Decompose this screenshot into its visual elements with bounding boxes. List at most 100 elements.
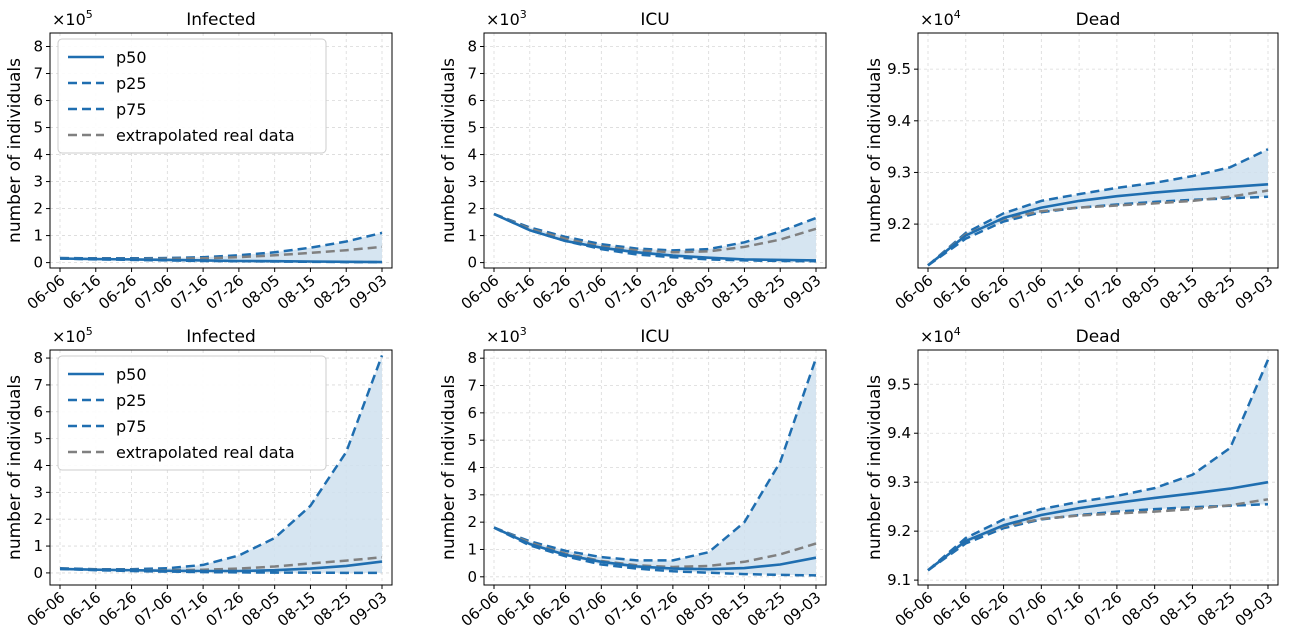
y-tick-label: 8: [33, 38, 43, 56]
subplot-title: Infected: [186, 327, 256, 347]
y-tick-label: 0: [33, 254, 43, 272]
axes-frame: [49, 349, 393, 586]
x-tick-label: 07-26: [1080, 588, 1125, 630]
series-line-p75: [493, 357, 818, 562]
x-tick-label: 08-15: [1156, 588, 1201, 630]
y-tick-label: 9.2: [887, 215, 911, 233]
x-tick-label: 07-16: [1043, 588, 1088, 630]
legend-box: [57, 355, 327, 471]
legend-label: extrapolated real data: [116, 126, 295, 145]
y-tick-label: 5: [467, 119, 477, 137]
axis-offset-label: ×103: [486, 325, 527, 346]
y-tick-label: 8: [467, 38, 477, 56]
y-tick-label: 4: [33, 146, 43, 164]
x-tick-label: 07-26: [1080, 271, 1125, 313]
x-tick-label: 06-26: [529, 588, 574, 630]
x-tick-label: 07-16: [601, 588, 646, 630]
y-tick-label: 1: [467, 227, 477, 245]
y-tick-label: 5: [33, 430, 43, 448]
series-line-p75: [927, 148, 1269, 267]
y-axis-label: number of individuals: [865, 375, 885, 560]
p25-p75-band: [494, 358, 816, 576]
x-tick-label: 06-26: [529, 271, 574, 313]
y-tick-label: 9.3: [887, 473, 911, 491]
legend-box: [57, 38, 327, 154]
x-tick-label: 08-15: [274, 271, 319, 313]
y-tick-label: 2: [33, 510, 43, 528]
series-line-p75: [59, 231, 383, 260]
series-line-p75: [59, 354, 384, 571]
legend-label: p50: [116, 48, 147, 67]
x-tick-label: 08-15: [708, 271, 753, 313]
x-tick-label: 06-06: [892, 588, 937, 630]
axis-offset-label: ×104: [920, 325, 961, 346]
y-axis-label: number of individuals: [5, 375, 25, 560]
legend-label: p75: [116, 100, 147, 119]
y-tick-label: 5: [467, 431, 477, 449]
x-tick-label: 07-16: [1043, 271, 1088, 313]
y-axis-label: number of individuals: [439, 58, 459, 243]
x-tick-label: 07-06: [131, 271, 176, 313]
y-tick-label: 7: [467, 65, 477, 83]
x-tick-label: 06-16: [929, 271, 974, 313]
y-tick-label: 3: [467, 173, 477, 191]
axes-frame: [49, 32, 393, 269]
y-tick-label: 4: [33, 456, 43, 474]
x-tick-label: 08-25: [744, 588, 789, 630]
x-tick-label: 07-16: [167, 271, 212, 313]
x-tick-label: 08-25: [310, 271, 355, 313]
subplot-title: ICU: [640, 327, 669, 347]
y-tick-label: 9.2: [887, 522, 911, 540]
subplot-title: Infected: [186, 10, 256, 30]
subplot-icu-r0: 01234567806-0606-1606-2607-0607-1607-260…: [439, 8, 827, 313]
subplot-title: Dead: [1076, 10, 1121, 30]
x-tick-label: 06-26: [967, 271, 1012, 313]
axis-offset-label: ×105: [52, 325, 93, 346]
axis-offset-exponent: 4: [954, 8, 961, 21]
y-tick-label: 9.5: [887, 375, 911, 393]
y-tick-label: 7: [33, 376, 43, 394]
series-line-p50: [927, 480, 1269, 572]
legend: p50 p25 p75 extrapolated real data: [57, 38, 327, 154]
x-tick-label: 08-05: [672, 271, 717, 313]
y-tick-label: 9.3: [887, 163, 911, 181]
legend-label: p25: [116, 391, 147, 410]
subplot-title: ICU: [640, 10, 669, 30]
subplot-dead-r0: 9.2 9.3 9.4 9.5 06-0606-1606-2607-0607-1607-…: [865, 8, 1279, 313]
series-line-p50: [59, 560, 383, 573]
axes-frame: [917, 349, 1279, 586]
y-tick-label: 0: [467, 254, 477, 272]
x-tick-label: 06-26: [95, 271, 140, 313]
y-axis-label: number of individuals: [439, 375, 459, 560]
axis-offset-exponent: 5: [86, 325, 93, 338]
x-tick-label: 08-25: [1194, 271, 1239, 313]
series-line-extrapolated-real-data: [927, 189, 1269, 267]
subplot-title: Dead: [1076, 327, 1121, 347]
y-tick-label: 4: [467, 146, 477, 164]
x-tick-label: 08-25: [310, 588, 355, 630]
x-tick-label: 08-25: [744, 271, 789, 313]
x-tick-label: 07-06: [1005, 588, 1050, 630]
y-tick-label: 2: [467, 513, 477, 531]
x-tick-label: 08-15: [274, 588, 319, 630]
p25-p75-band: [494, 214, 816, 262]
x-tick-label: 06-16: [59, 271, 104, 313]
x-tick-label: 09-03: [346, 271, 391, 313]
y-tick-label: 1: [33, 227, 43, 245]
y-tick-label: 7: [467, 377, 477, 395]
x-tick-label: 09-03: [780, 271, 825, 313]
x-tick-label: 07-06: [131, 588, 176, 630]
y-axis-label: number of individuals: [5, 58, 25, 243]
x-tick-label: 07-26: [636, 271, 681, 313]
x-tick-label: 08-05: [672, 588, 717, 630]
x-tick-label: 07-26: [202, 271, 247, 313]
x-tick-label: 06-16: [493, 588, 538, 630]
p25-p75-band: [928, 149, 1268, 266]
x-tick-label: 07-16: [167, 588, 212, 630]
series-line-p50: [59, 257, 383, 264]
x-tick-label: 07-06: [1005, 271, 1050, 313]
x-tick-label: 06-26: [967, 588, 1012, 630]
series-line-extrapolated-real-data: [59, 556, 383, 572]
y-tick-label: 4: [467, 459, 477, 477]
